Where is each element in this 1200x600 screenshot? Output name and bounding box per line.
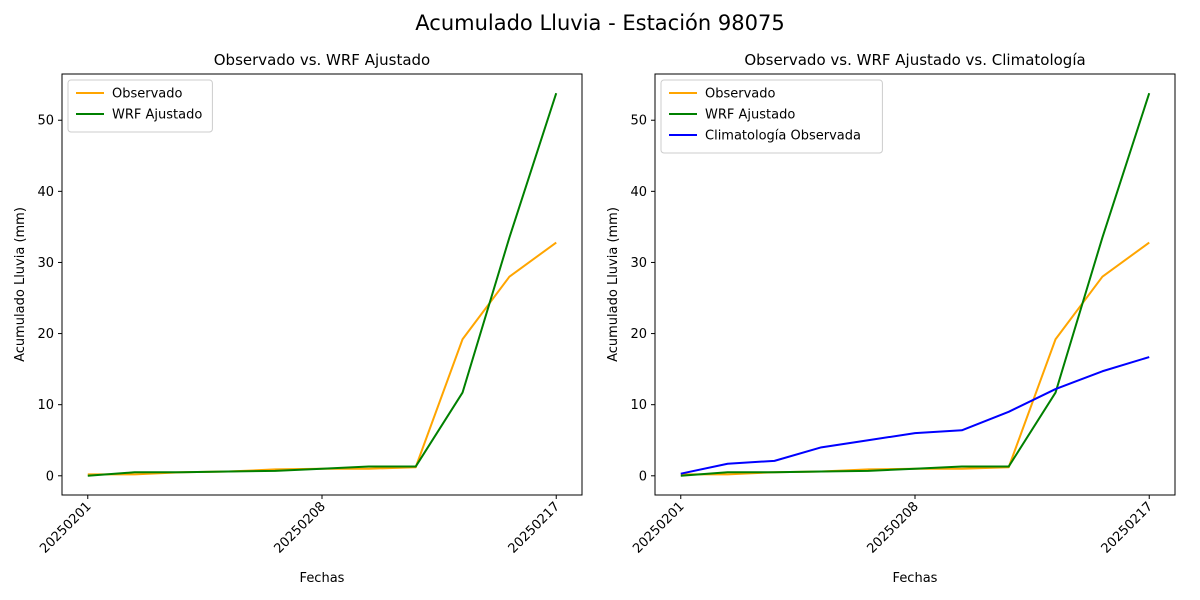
- legend-label: WRF Ajustado: [705, 108, 795, 123]
- x-tick-label: 20250201: [630, 499, 687, 556]
- x-tick-label: 20250217: [506, 499, 563, 556]
- y-tick-label: 0: [46, 469, 54, 484]
- legend-box: [660, 79, 883, 154]
- subplot-title: Observado vs. WRF Ajustado: [214, 51, 430, 69]
- y-tick-label: 50: [37, 114, 54, 129]
- legend-label: Climatología Observada: [705, 129, 861, 144]
- series-line-1: [87, 241, 557, 476]
- figure-title: Acumulado Lluvia - Estación 98075: [415, 11, 784, 35]
- y-axis-label: Acumulado Lluvia (mm): [606, 207, 621, 362]
- series-line-3: [680, 356, 1150, 475]
- legend-label: Observado: [112, 87, 183, 102]
- x-axis-label: Fechas: [893, 571, 938, 586]
- legend-label: Observado: [705, 87, 776, 102]
- chart-panel-2: Observado vs. WRF Ajustado vs. Climatolo…: [606, 51, 1176, 586]
- y-tick-label: 20: [630, 327, 647, 342]
- y-axis-label: Acumulado Lluvia (mm): [13, 207, 28, 362]
- series-line-2: [680, 92, 1151, 477]
- y-tick-label: 30: [37, 256, 54, 271]
- y-tick-label: 40: [37, 185, 54, 200]
- legend-label: WRF Ajustado: [112, 108, 202, 123]
- y-tick-label: 0: [639, 469, 647, 484]
- y-tick-label: 10: [630, 398, 647, 413]
- series-line-2: [87, 92, 558, 477]
- series-line-1: [680, 241, 1150, 476]
- y-tick-label: 40: [630, 185, 647, 200]
- chart-panel-1: Observado vs. WRF Ajustado 0 10 20 30 40 50 202…: [13, 51, 583, 586]
- x-tick-label: 20250201: [37, 499, 94, 556]
- x-axis-label: Fechas: [300, 571, 345, 586]
- y-tick-label: 30: [630, 256, 647, 271]
- legend-box: [67, 79, 213, 133]
- y-tick-label: 20: [37, 327, 54, 342]
- x-tick-label: 20250208: [864, 499, 921, 556]
- x-tick-label: 20250208: [271, 499, 328, 556]
- y-tick-label: 50: [630, 114, 647, 129]
- x-tick-label: 20250217: [1099, 499, 1156, 556]
- subplot-title: Observado vs. WRF Ajustado vs. Climatolo…: [744, 51, 1085, 69]
- y-tick-label: 10: [37, 398, 54, 413]
